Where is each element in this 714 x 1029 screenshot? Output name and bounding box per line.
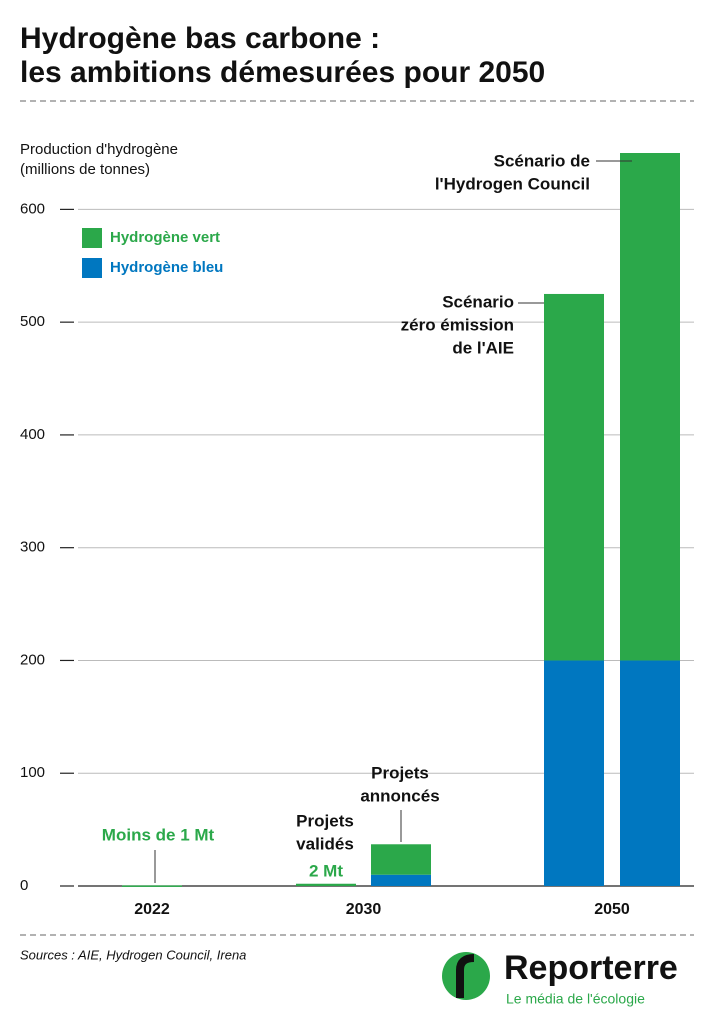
legend-swatch <box>82 228 102 248</box>
y-tick-label: 200 <box>20 651 45 668</box>
y-axis-label: (millions de tonnes) <box>20 161 150 178</box>
bar-segment <box>544 293 604 661</box>
y-tick-label: 400 <box>20 426 45 443</box>
bar-segment <box>620 660 680 886</box>
annotation: de l'AIE <box>452 338 514 357</box>
source: Sources : AIE, Hydrogen Council, Irena <box>20 947 246 962</box>
bar-segment <box>544 660 604 886</box>
bar-segment <box>122 885 182 887</box>
annotation: zéro émission <box>401 315 514 334</box>
title-line: les ambitions démesurées pour 2050 <box>20 56 545 89</box>
annotation: validés <box>296 834 354 853</box>
annotation: l'Hydrogen Council <box>435 174 590 193</box>
annotation: Projets <box>296 811 354 830</box>
bar-segment <box>296 883 356 886</box>
bar-segment <box>371 844 431 875</box>
annotation: annoncés <box>360 786 439 805</box>
legend-label: Hydrogène vert <box>110 229 220 246</box>
bar-segment <box>620 153 680 661</box>
brand: Reporterre <box>504 949 678 987</box>
annotation: Scénario <box>442 292 514 311</box>
x-tick-label: 2050 <box>594 901 630 918</box>
y-axis-label: Production d'hydrogène <box>20 141 178 158</box>
tagline: Le média de l'écologie <box>506 991 645 1007</box>
y-tick-label: 300 <box>20 539 45 556</box>
annotation: Moins de 1 Mt <box>102 825 215 844</box>
legend-swatch <box>82 258 102 278</box>
x-tick-label: 2030 <box>346 901 382 918</box>
y-tick-label: 600 <box>20 200 45 217</box>
y-tick-label: 500 <box>20 313 45 330</box>
title-line: Hydrogène bas carbone : <box>20 22 380 55</box>
annotation: 2 Mt <box>309 861 343 880</box>
y-tick-label: 100 <box>20 764 45 781</box>
annotation: Projets <box>371 763 429 782</box>
logo-mark <box>442 952 490 1000</box>
legend-label: Hydrogène bleu <box>110 259 223 276</box>
bar-segment <box>371 874 431 886</box>
x-tick-label: 2022 <box>134 901 170 918</box>
annotation: Scénario de <box>494 151 590 170</box>
logo-r <box>456 954 475 998</box>
y-tick-label: 0 <box>20 877 28 894</box>
